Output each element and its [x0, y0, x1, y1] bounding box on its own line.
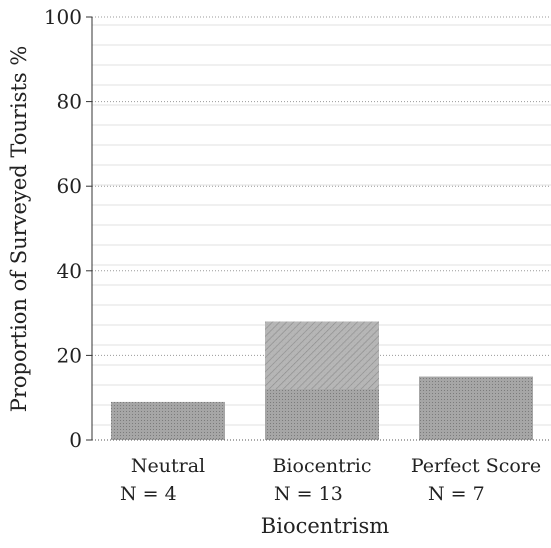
x-category-count: N = 4 [120, 483, 177, 505]
x-axis-categories: Neutral N = 4 Biocentric N = 13 Perfect Scor… [120, 455, 541, 505]
y-tick-label: 20 [57, 343, 82, 367]
x-category-count: N = 13 [274, 483, 343, 505]
y-tick-label: 40 [57, 259, 82, 283]
y-tick-label: 60 [57, 174, 82, 198]
x-category-label: Perfect Score [411, 455, 541, 477]
x-category-label: Biocentric [272, 455, 371, 477]
bars [111, 321, 533, 440]
y-axis-title: Proportion of Surveyed Tourists % [7, 46, 31, 413]
x-category-label: Neutral [131, 455, 205, 477]
bar-highlight [265, 321, 379, 390]
x-category-count: N = 7 [428, 483, 485, 505]
y-tick-label: 80 [57, 90, 82, 114]
x-axis-title: Biocentrism [261, 514, 389, 538]
y-tick-label: 0 [69, 428, 82, 452]
bar [111, 401, 225, 440]
y-tick-label: 100 [44, 5, 82, 29]
bar [419, 376, 533, 440]
y-axis-ticks: 0 20 40 60 80 100 [44, 5, 551, 452]
